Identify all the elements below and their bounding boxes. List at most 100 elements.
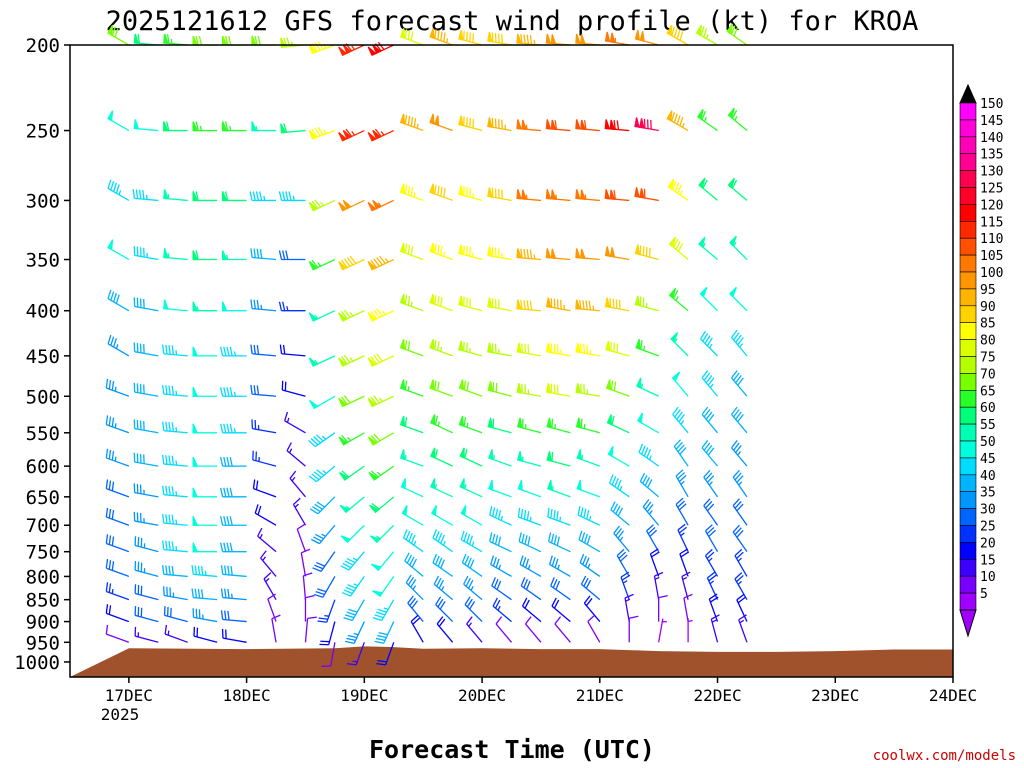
wind-barb [367,199,395,212]
colorbar-swatch [959,542,977,560]
wind-barb [675,469,689,498]
wind-barb [642,499,660,526]
wind-barb [309,395,336,410]
wind-barb [516,189,541,202]
wind-barb [164,624,188,643]
wind-barb [699,286,718,312]
wind-barb [309,496,336,515]
colorbar-label: 45 [980,452,996,467]
colorbar-label: 40 [980,469,996,484]
colorbar-label: 15 [980,553,996,568]
wind-barb [576,479,601,498]
colorbar-swatch [959,491,977,509]
wind-barb [466,616,483,643]
plot-frame [69,44,954,678]
wind-barb [105,378,130,397]
wind-barb [372,599,395,622]
wind-barb [308,126,336,140]
wind-barb [577,505,601,526]
colorbar-label: 35 [980,486,996,501]
wind-barb [464,596,483,623]
wind-barb [338,395,365,408]
wind-barb [649,548,660,577]
color-legend: 1501451401351301251201151101051009590858… [959,83,1003,638]
wind-barb [429,338,453,357]
wind-barb [575,417,600,434]
wind-barb [161,384,188,397]
wind-barb [399,379,424,397]
wind-barb [575,299,600,312]
wind-barb [550,577,571,601]
wind-barb [367,432,395,446]
colorbar-swatch [959,136,977,155]
wind-barb [491,577,512,601]
wind-barb [487,187,512,202]
wind-barb [399,293,424,312]
colorbar-swatch [959,373,977,391]
wind-barb [613,525,630,553]
wind-barb [547,507,571,526]
x-tick-label: 22DEC [693,686,741,705]
wind-barb [192,346,218,357]
wind-barb [374,621,395,644]
x-tick-label: 21DEC [576,686,624,705]
wind-barb [134,560,159,578]
colorbar-label: 75 [980,351,996,366]
wind-barb [280,123,306,134]
y-tick-label: 1000 [14,652,60,674]
wind-barb [708,593,719,622]
wind-barb [604,246,630,261]
wind-barb [133,419,159,434]
y-tick-label: 200 [26,35,60,57]
wind-barb [191,565,218,578]
wind-barb [429,113,453,132]
wind-barb [458,244,483,261]
wind-barb [605,340,630,357]
y-tick-label: 450 [26,346,60,368]
wind-barb [105,624,130,643]
wind-barb [399,338,424,357]
wind-barb [304,616,317,643]
wind-barb [133,342,159,357]
wind-barb [308,258,336,271]
wind-barb [399,113,424,132]
y-tick-label: 350 [26,250,60,272]
wind-barb [732,524,748,553]
wind-barb [433,575,454,601]
wind-barb [368,465,395,481]
colorbar-label: 20 [980,536,996,551]
colorbar-label: 120 [980,198,1003,213]
wind-barb [704,524,719,553]
wind-barb [310,524,336,545]
wind-barb [367,395,395,408]
wind-barb [516,451,542,467]
wind-barb [460,505,483,526]
wind-barb [278,301,306,312]
wind-barb [516,417,542,434]
wind-barb [367,41,395,57]
wind-barb [634,244,659,261]
wind-barb [279,344,306,357]
wind-barb [519,555,542,577]
wind-barb [545,297,571,312]
wind-barb [435,596,454,623]
wind-barb [604,189,630,202]
wind-barb [308,355,336,367]
wind-barb [624,593,634,622]
wind-barb [134,606,159,623]
wind-barb [312,551,336,572]
wind-barb [607,446,630,467]
wind-barb [430,414,453,434]
wind-barb [340,551,365,571]
wind-barb [260,550,277,577]
wind-barb [367,255,395,271]
wind-barb [221,628,247,643]
wind-barb [458,29,483,46]
wind-barb [219,516,247,526]
colorbar-swatch [959,339,977,357]
wind-barb [105,604,130,623]
wind-barb [133,119,159,132]
wind-barb [701,440,719,467]
wind-barb [254,504,277,526]
wind-barb [367,128,395,142]
